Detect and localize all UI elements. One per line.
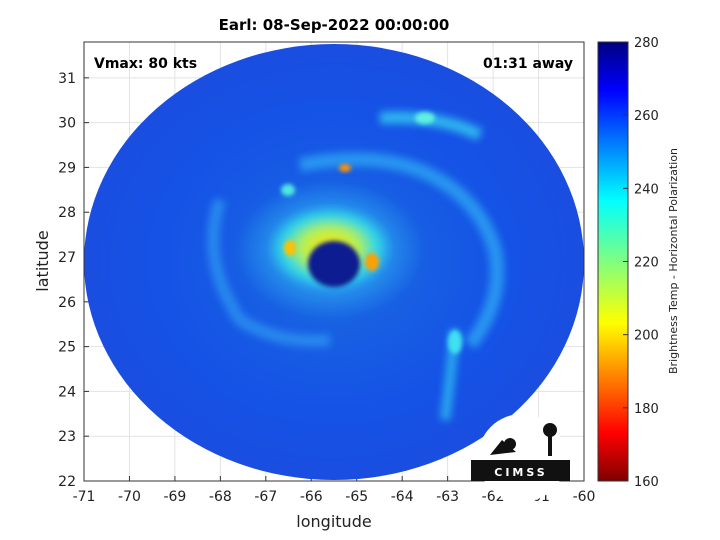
outer-rainband [298,152,505,350]
colorbar-tick-label: 280 [634,36,659,51]
x-tick-label: -70 [118,489,141,505]
y-tick-labels: 22 23 24 25 26 27 28 29 30 31 [58,71,76,490]
logo-text: CIMSS [494,466,547,479]
y-tick-label: 28 [58,205,76,221]
x-tick-label: -68 [209,489,232,505]
orange-spot-west [284,240,296,256]
y-tick-label: 22 [58,474,76,490]
chart-title: Earl: 08-Sep-2022 00:00:00 [219,16,450,34]
y-tick-label: 27 [58,250,76,266]
orange-spot-east [365,253,379,271]
vmax-annotation: Vmax: 80 kts [94,56,197,72]
y-tick-label: 25 [58,340,76,356]
y-tick-label: 26 [58,295,76,311]
x-tick-label: -66 [300,489,323,505]
colorbar-tick-label: 220 [634,256,659,271]
colorbar-tick-label: 260 [634,109,659,124]
colorbar-ticks: 160 180 200 220 240 260 280 [623,36,659,490]
x-tick-label: -64 [391,489,414,505]
x-tick-label: -60 [573,489,596,505]
y-tick-label: 24 [58,384,76,400]
cyan-spot-e [448,330,462,354]
y-tick-label: 31 [58,71,76,87]
colorbar-tick-label: 160 [634,475,659,490]
x-axis-label: longitude [296,512,371,531]
cimss-logo: CIMSS [471,414,570,502]
northern-rainband [379,111,483,141]
time-offset-annotation: 01:31 away [483,56,573,72]
x-tick-label: -67 [254,489,277,505]
orange-spot-north [339,164,351,172]
y-tick-label: 23 [58,429,76,445]
axes-frame [83,41,585,482]
x-tick-label: -65 [345,489,368,505]
cyan-spot-nw [281,184,295,196]
colorbar-tick-label: 180 [634,402,659,417]
x-tick-label: -69 [163,489,186,505]
colorbar-label: Brightness Temp - Horizontal Polarizatio… [667,148,680,374]
hurricane-eye [308,241,360,287]
colorbar-tick-label: 240 [634,182,659,197]
brightness-temperature-field [84,44,584,480]
western-rainband [207,198,331,347]
x-tick-label: -63 [436,489,459,505]
y-tick-label: 30 [58,116,76,132]
colorbar-tick-label: 200 [634,329,659,344]
y-tick-label: 29 [58,160,76,176]
x-tick-label: -71 [73,489,96,505]
y-axis-label: latitude [33,230,52,291]
cyan-spot-ne [415,112,435,124]
